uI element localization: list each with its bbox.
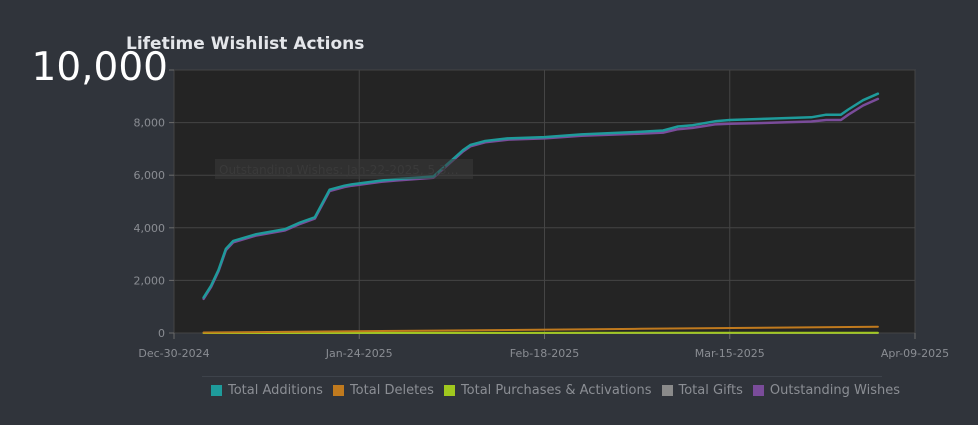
tooltip-box xyxy=(215,159,473,179)
series-line-total-additions xyxy=(202,92,880,299)
y-tick-label: 6,000 xyxy=(134,169,166,182)
legend-swatch xyxy=(752,384,764,396)
legend-swatch xyxy=(332,384,344,396)
legend-label: Total Additions xyxy=(228,382,323,398)
x-tick-label: Dec-30-2024 xyxy=(138,347,209,360)
tooltip: Outstanding Wishes: Jan-22-2025, 5,3… xyxy=(215,159,473,179)
x-tick-label: Feb-18-2025 xyxy=(510,347,579,360)
x-tick-label: Jan-24-2025 xyxy=(325,347,393,360)
x-axis: Dec-30-2024 Jan-24-2025 Feb-18-2025 Mar-15-… xyxy=(138,333,949,360)
legend-label: Outstanding Wishes xyxy=(769,382,901,398)
tooltip-text: Outstanding Wishes: Jan-22-2025, 5,3… xyxy=(219,163,459,177)
legend-item-total-additions[interactable]: Total Additions xyxy=(211,383,323,398)
legend: Total Additions Total Deletes Total Purcha… xyxy=(202,376,900,400)
legend-label: Total Purchases & Activations xyxy=(460,382,652,398)
legend-swatch xyxy=(211,384,222,396)
y-axis: 0 2,000 4,000 6,000 8,000 10,000 xyxy=(32,45,174,340)
legend-swatch xyxy=(443,384,455,396)
chart-title: Lifetime Wishlist Actions xyxy=(126,34,365,54)
y-tick-label: 8,000 xyxy=(134,117,166,130)
legend-item-total-purchases-activations[interactable]: Total Purchases & Activations xyxy=(443,382,652,398)
legend-item-total-deletes[interactable]: Total Deletes xyxy=(332,382,434,398)
legend-label: Total Deletes xyxy=(349,382,434,398)
y-tick-label: 0 xyxy=(158,327,165,340)
y-tick-label: 2,000 xyxy=(134,274,166,287)
legend-item-outstanding-wishes[interactable]: Outstanding Wishes xyxy=(752,382,901,398)
series-line-total-deletes xyxy=(202,325,879,334)
y-tick-label: 10,000 xyxy=(32,45,168,90)
x-tick-label: Apr-09-2025 xyxy=(881,347,949,360)
series-lines xyxy=(202,92,880,334)
x-tick-label: Mar-15-2025 xyxy=(695,347,765,360)
y-tick-label: 4,000 xyxy=(134,222,166,235)
legend-label: Total Gifts xyxy=(678,382,743,398)
legend-item-total-gifts[interactable]: Total Gifts xyxy=(661,382,743,398)
legend-swatch xyxy=(661,384,673,396)
